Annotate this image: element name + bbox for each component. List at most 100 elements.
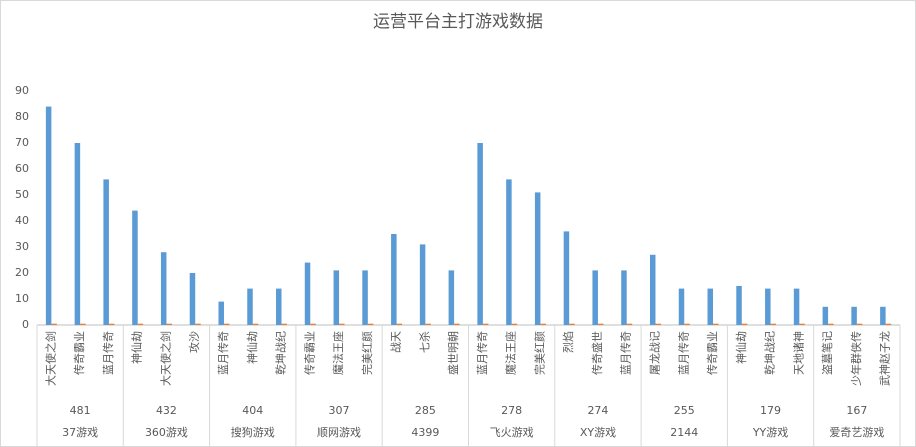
bar (103, 179, 109, 325)
bar (621, 270, 627, 325)
x-tick-label: 盗墓笔记 (820, 331, 834, 375)
bar (132, 210, 138, 325)
group-label: 278 (501, 404, 522, 417)
bar (822, 306, 829, 325)
y-tick-label: 10 (15, 292, 29, 305)
x-tick-label: 战天 (390, 331, 403, 353)
bar (534, 192, 541, 325)
x-tick-label: 传奇霸业 (73, 331, 86, 375)
x-tick-label: 魔法王座 (331, 331, 345, 375)
bar (310, 323, 316, 325)
bar (189, 273, 196, 325)
y-tick-label: 80 (15, 110, 29, 123)
group-name: 37游戏 (62, 426, 98, 439)
bar (304, 262, 311, 325)
y-tick-label: 60 (15, 162, 29, 175)
x-tick-label: 乾坤战纪 (274, 331, 288, 375)
x-tick-label: 少年群侠传 (849, 331, 863, 386)
bar (166, 323, 172, 325)
bar (678, 288, 685, 325)
bar (511, 323, 518, 325)
y-tick-label: 50 (15, 188, 29, 201)
bar (195, 323, 201, 325)
bar (506, 179, 512, 325)
x-tick-label: 魔法王座 (504, 331, 518, 375)
x-tick-label: 蓝月传奇 (620, 331, 633, 375)
group-label: 432 (156, 404, 177, 417)
x-tick-label: 神仙劫 (734, 331, 748, 364)
y-tick-label: 30 (15, 240, 29, 253)
x-tick-label: 完美红颜 (532, 331, 546, 375)
bar (684, 323, 690, 325)
group-name: 2144 (670, 426, 698, 439)
bar (540, 323, 546, 325)
x-tick-label: 盛世明朝 (446, 331, 460, 375)
bar (108, 323, 115, 325)
x-tick-label: 蓝月传奇 (102, 331, 115, 375)
bar (563, 231, 570, 325)
x-tick-label: 大天使之剑 (43, 331, 57, 386)
bar (276, 288, 282, 325)
bar (569, 323, 575, 325)
bar (367, 323, 374, 325)
bar (333, 270, 340, 325)
x-tick-label: 屠龙战记 (648, 331, 661, 375)
x-tick-label: 蓝月传奇 (677, 331, 690, 375)
bar (477, 143, 483, 325)
bar (736, 286, 742, 325)
bar (160, 252, 167, 325)
y-tick-label: 0 (22, 318, 29, 331)
bar (419, 244, 426, 325)
x-tick-label: 传奇盛世 (590, 331, 604, 375)
bar (223, 323, 230, 325)
group-label: 274 (587, 404, 608, 417)
bar (482, 323, 489, 325)
bar (655, 323, 661, 325)
bar (448, 270, 455, 325)
bar (137, 323, 144, 325)
y-tick-label: 20 (15, 266, 29, 279)
group-label: 179 (760, 404, 781, 417)
bar (247, 288, 253, 325)
bar (880, 306, 886, 325)
bar (828, 323, 834, 325)
y-tick-label: 70 (15, 136, 29, 149)
group-name: 爱奇艺游戏 (829, 426, 884, 439)
x-tick-label: 蓝月传奇 (476, 331, 489, 375)
bar (707, 288, 714, 325)
x-tick-label: 烈焰 (561, 331, 575, 353)
bar (885, 323, 892, 325)
group-name: 顺网游戏 (317, 426, 361, 439)
bar (51, 323, 57, 325)
group-label: 404 (242, 404, 263, 417)
group-label: 285 (415, 404, 436, 417)
x-tick-label: 传奇霸业 (303, 331, 316, 375)
x-tick-label: 大天使之剑 (158, 331, 172, 386)
x-tick-label: 攻沙 (187, 331, 201, 353)
bar (80, 323, 86, 325)
bar (741, 323, 748, 325)
x-tick-label: 蓝月传奇 (217, 331, 230, 375)
group-label: 255 (674, 404, 695, 417)
bar (74, 143, 81, 325)
chart-title: 运营平台主打游戏数据 (373, 12, 543, 32)
bar (793, 288, 800, 325)
bar (339, 323, 345, 325)
y-tick-label: 90 (15, 84, 29, 97)
bar (713, 323, 719, 325)
group-name: 4399 (411, 426, 439, 439)
bar (252, 323, 259, 325)
x-tick-label: 七杀 (417, 331, 431, 353)
bar (396, 323, 403, 325)
bar (626, 323, 633, 325)
bar (281, 323, 288, 325)
bar (765, 288, 771, 325)
y-tick-label: 40 (15, 214, 29, 227)
group-name: YY游戏 (752, 426, 788, 439)
bar (851, 306, 857, 325)
bar (218, 301, 224, 325)
group-label: 481 (70, 404, 91, 417)
bar (770, 323, 777, 325)
